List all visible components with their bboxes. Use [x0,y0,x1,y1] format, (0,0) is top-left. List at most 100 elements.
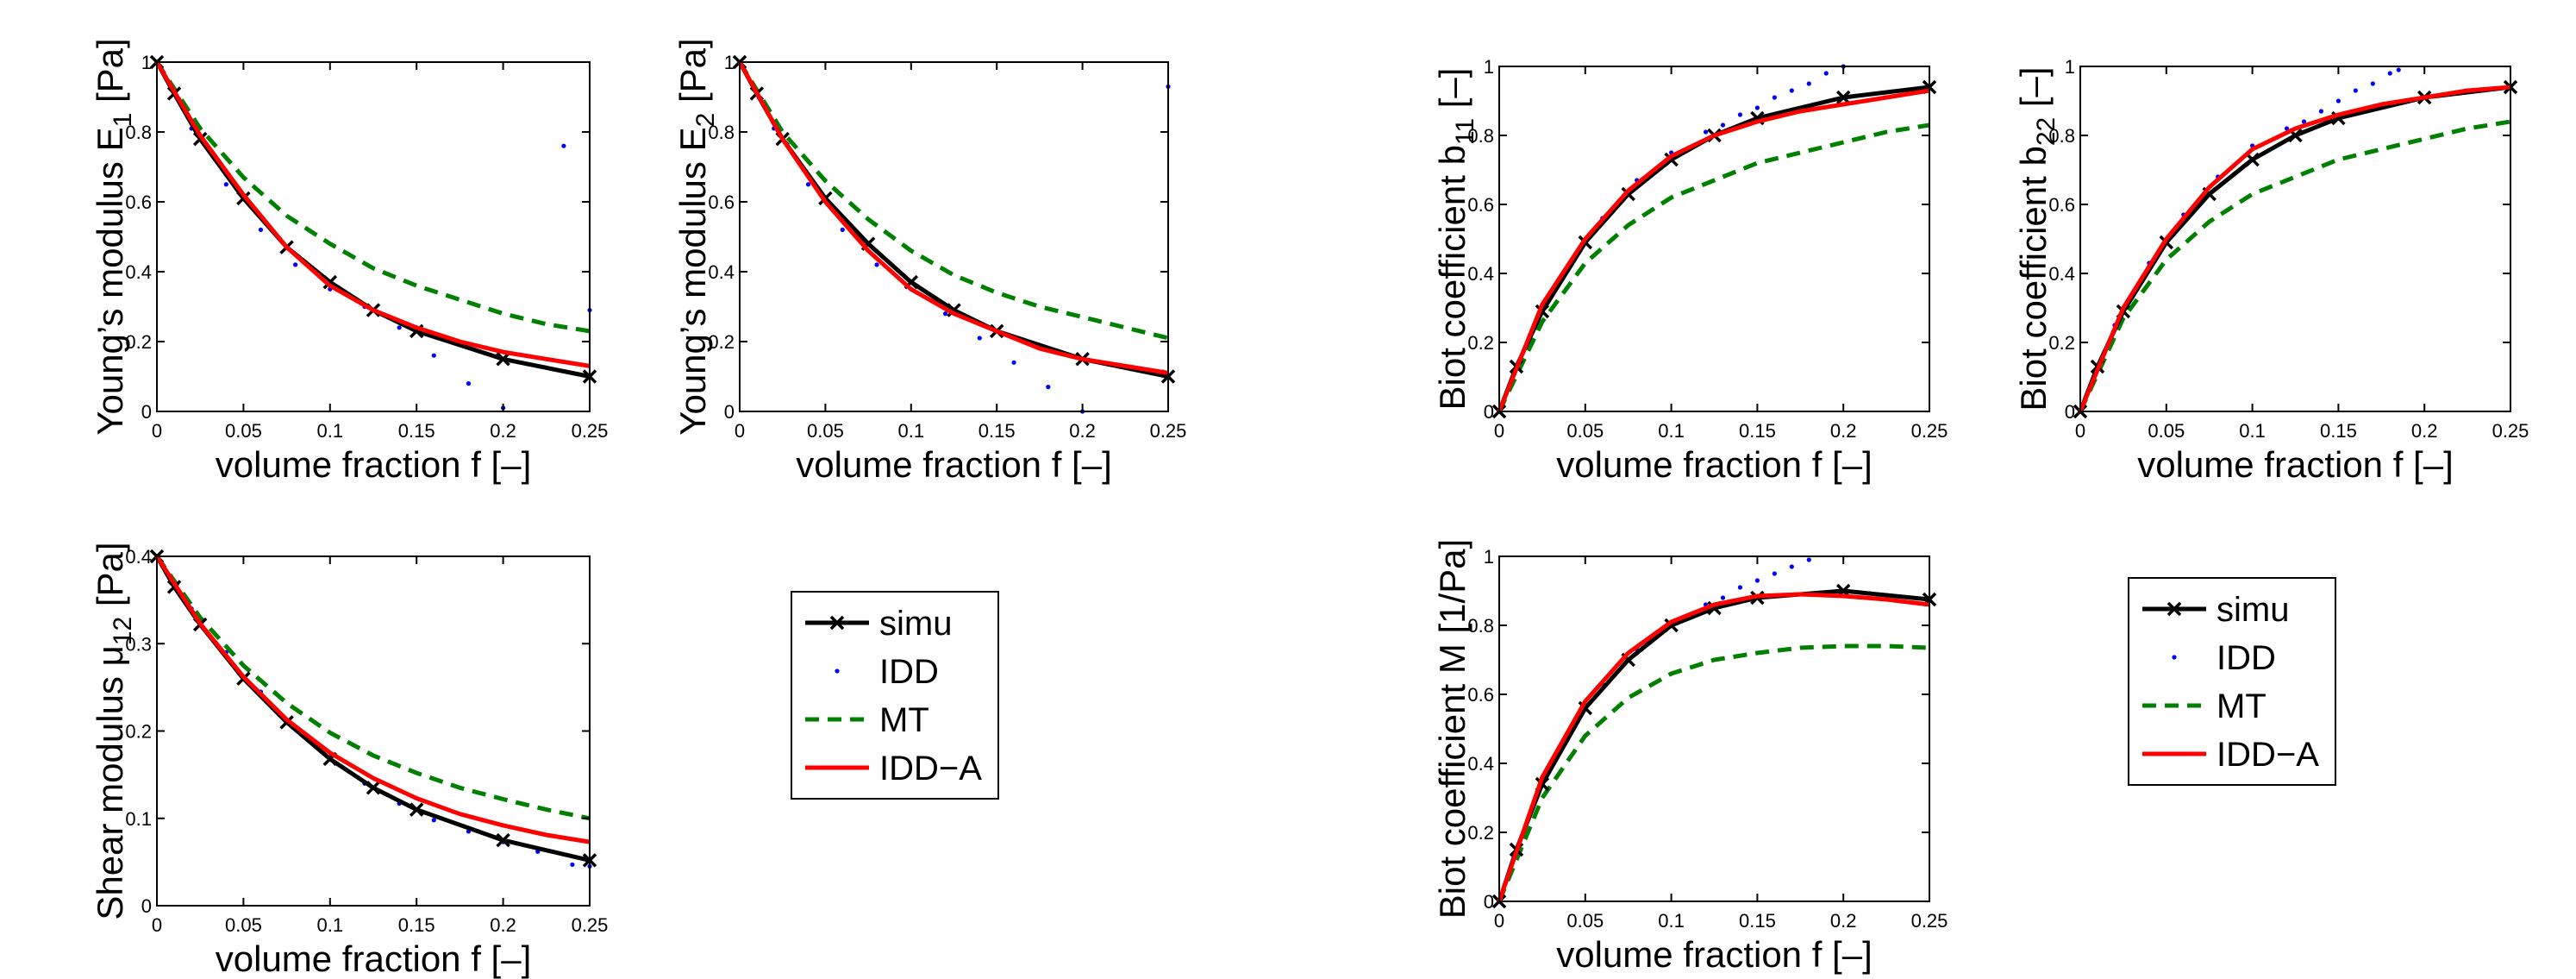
idd-point [1737,585,1743,590]
legend-label: MT [2216,687,2267,725]
x-tick-label: 0.15 [398,914,435,936]
legend-label: IDD [2216,639,2276,677]
idd-point [397,325,402,330]
legend-label: IDD−A [879,750,982,788]
chart-panel-6: 0 0.05 0.1 0.15 0.2 0.25 0 0.2 0.4 0.6 0.8 1 volume … [1432,539,1948,975]
simu-marker [1835,90,1851,105]
idd-point [1806,81,1811,86]
y-tick-label: 0.2 [125,721,152,743]
y-tick-label: 0.4 [708,261,735,283]
idd-a-series-line [154,555,591,844]
x-tick-label: 0.05 [807,420,844,442]
x-tick-label: 0.2 [2411,420,2438,442]
y-tick-label: 0.8 [125,122,152,143]
idd-point [431,353,436,358]
simu-series-line [154,60,591,379]
series-group [1491,557,1937,909]
x-tick-label: 0.2 [490,420,516,442]
x-tick-label: 0.25 [1911,420,1948,442]
x-tick-label: 0.15 [2320,420,2357,442]
y-tick-label: 0.4 [125,261,152,283]
idd-point [2396,67,2401,72]
y-tick-label: 0.4 [1467,753,1494,775]
y-axis-label: Biot coefficient M [1/Pa] [1432,539,1472,919]
y-tick-label: 1 [1484,56,1494,78]
simu-marker [496,832,510,848]
axes-frame [739,61,1169,412]
x-tick-label: 0 [735,420,745,442]
idd-point [977,336,982,341]
y-tick-label: 1 [724,52,735,73]
idd-point [561,143,566,148]
series-group [2073,67,2518,419]
idd-point [223,182,228,187]
chart-panel-3: 0 0.05 0.1 0.15 0.2 0.25 0 0.1 0.2 0.3 0.4 volume f… [90,542,608,979]
idd-point [1754,578,1760,583]
y-tick-label: 0.2 [2048,332,2075,354]
y-axis-label: Young’s modulus E1 [Pa] [90,38,137,435]
y-tick-label: 0 [141,401,152,423]
idd-point [1806,557,1811,562]
idd-point [2370,81,2375,86]
idd-point [1772,95,1777,100]
x-tick-label: 0.25 [572,420,609,442]
idd-point [805,182,811,187]
idd-point [293,262,298,267]
idd-point [1046,385,1051,390]
y-tick-label: 0 [1484,401,1494,423]
x-tick-label: 0.1 [2239,420,2266,442]
y-tick-label: 0 [724,401,735,423]
simu-marker [366,781,381,795]
x-tick-label: 0 [152,914,162,936]
y-tick-label: 0 [1484,891,1494,913]
legend-swatch-idd [2172,655,2177,660]
legend-label: IDD−A [2216,736,2319,774]
simu-marker [496,352,510,367]
legend-box [791,591,999,800]
y-tick-label: 0.6 [708,191,735,213]
x-axis-label: volume fraction f [–] [796,444,1112,485]
y-axis-label: Biot coefficient b11 [–] [1432,68,1479,411]
y-axis-label: Young’s modulus E2 [Pa] [672,38,720,435]
series-group [149,54,597,411]
idd-point [1011,360,1016,365]
x-axis-label: volume fraction f [–] [216,938,532,979]
x-tick-label: 0.05 [1566,910,1604,932]
legend-label: simu [879,605,952,643]
y-tick-label: 0.4 [2048,263,2075,285]
y-tick-label: 1 [2065,56,2075,78]
idd-point [2387,71,2392,76]
x-tick-label: 0.2 [1830,420,1857,442]
axes-frame [2079,66,2511,412]
x-axis-label: volume fraction f [–] [2137,444,2454,485]
y-tick-label: 0.2 [125,331,152,353]
x-tick-label: 0.15 [979,420,1016,442]
idd-point [1720,595,1726,600]
legend-marker-simu [2166,601,2182,617]
x-tick-label: 0.15 [1739,910,1776,932]
axes-frame [1498,555,1930,902]
idd-point [1720,122,1726,128]
y-tick-label: 1 [1484,546,1494,568]
y-tick-label: 0 [2065,401,2075,423]
x-tick-label: 0.1 [317,420,344,442]
x-tick-label: 0.2 [1069,420,1096,442]
y-tick-label: 0.6 [2048,194,2075,216]
y-axis-label: Shear modulus μ12 [Pa] [90,542,137,919]
idd-point [2335,98,2341,104]
x-tick-label: 0.05 [225,420,262,442]
x-axis-label: volume fraction f [–] [1556,444,1873,485]
x-tick-label: 0 [152,420,162,442]
x-axis-label: volume fraction f [–] [1556,934,1873,975]
idd-point [1772,571,1777,576]
simu-marker [409,802,424,817]
x-tick-label: 0.05 [1566,420,1604,442]
legend-label: MT [879,701,929,739]
y-tick-label: 0.2 [1467,332,1494,354]
legend-1: simu IDD MT IDD−A [791,591,999,800]
x-tick-label: 0.25 [1911,910,1948,932]
x-tick-label: 0.1 [1658,910,1685,932]
x-tick-label: 0 [1494,420,1504,442]
